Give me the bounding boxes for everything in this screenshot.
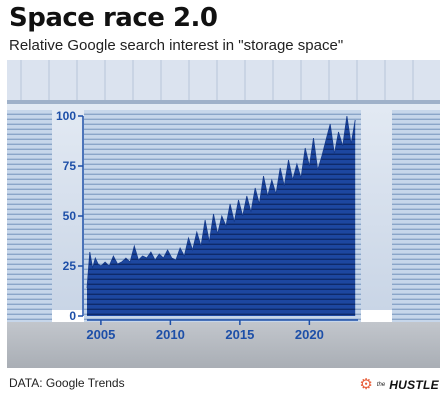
y-tick-label: 0 <box>69 309 76 323</box>
data-source: DATA: Google Trends <box>9 376 125 390</box>
x-tick-label: 2005 <box>86 327 115 342</box>
x-tick-label: 2010 <box>156 327 185 342</box>
brand-logo: ⚙ the HUSTLE <box>359 376 439 393</box>
y-tick-label: 100 <box>56 109 76 123</box>
hubspot-sprocket-icon: ⚙ <box>359 376 373 393</box>
y-tick-label: 50 <box>63 209 77 223</box>
left-door <box>7 110 52 322</box>
x-tick-label: 2020 <box>295 327 324 342</box>
roof-panel-lines <box>20 60 414 100</box>
y-axis: 0 25 50 75 100 <box>56 109 84 323</box>
x-axis: 2005 2010 2015 2020 <box>86 319 358 342</box>
y-tick-label: 75 <box>63 159 77 173</box>
y-tick-label: 25 <box>63 259 77 273</box>
right-door <box>392 110 440 322</box>
chart-title: Space race 2.0 <box>9 3 218 33</box>
area-series-outline <box>86 115 356 289</box>
x-tick-label: 2015 <box>225 327 254 342</box>
roof-panels <box>7 60 440 100</box>
roof-edge <box>7 100 440 104</box>
chart-figure: 0 25 50 75 100 2005 2010 2015 2020 <box>7 60 440 368</box>
ground <box>7 322 440 368</box>
brand-name: HUSTLE <box>389 378 439 392</box>
chart-subtitle: Relative Google search interest in "stor… <box>9 37 344 54</box>
area-series <box>87 116 356 316</box>
brand-small-text: the <box>376 382 386 388</box>
